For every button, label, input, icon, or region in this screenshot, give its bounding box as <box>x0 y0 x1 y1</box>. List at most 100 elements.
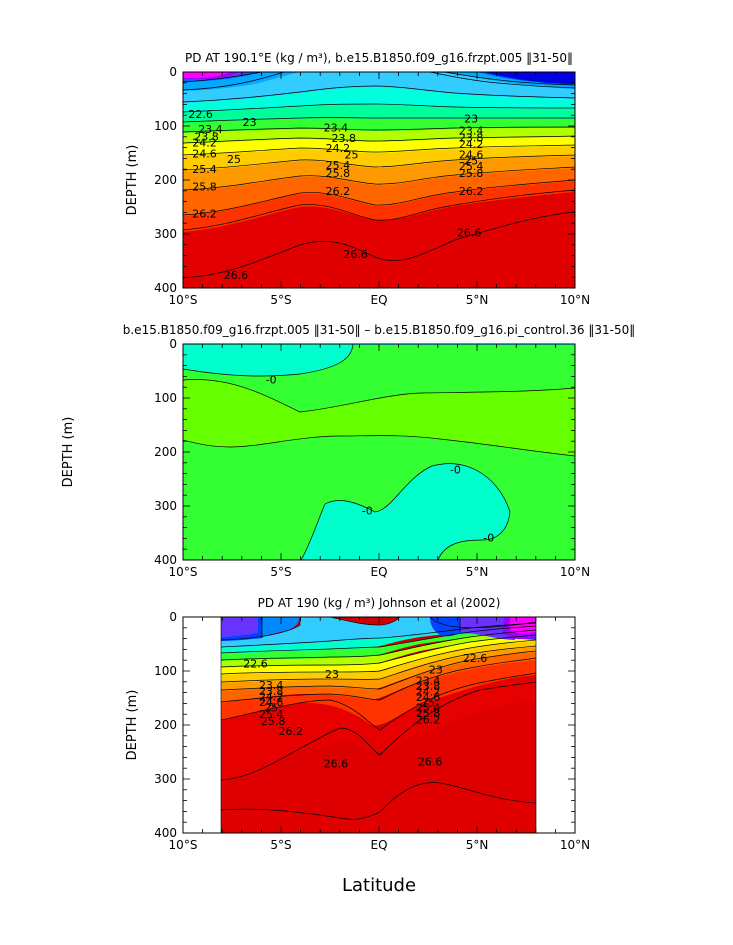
contour-label: 22.6 <box>188 108 213 121</box>
contour-label: 25.8 <box>326 167 351 180</box>
contour-label: 24.2 <box>192 137 217 150</box>
x-tick-label: 10°N <box>560 838 590 852</box>
contour-label: 25.4 <box>259 708 284 721</box>
y-tick-label: 400 <box>154 553 177 567</box>
contour-label: 24.2 <box>459 138 484 151</box>
contour-label: 23.4 <box>259 679 284 692</box>
contour-label: 25 <box>264 702 278 715</box>
contour-label: 22.6 <box>243 657 268 670</box>
y-tick-label: 300 <box>154 772 177 786</box>
contour-label: 24.6 <box>259 696 284 709</box>
contour-label: 26.6 <box>343 248 368 261</box>
contour-label: 25.4 <box>192 163 217 176</box>
contour-label: 26.6 <box>418 756 443 769</box>
panel-1-ylabel: DEPTH (m) <box>125 145 140 216</box>
contour-label: 25.8 <box>261 715 286 728</box>
contour-label: 24.2 <box>259 690 284 703</box>
contour-label: -0 <box>450 463 461 476</box>
contour-label: 26.6 <box>324 757 349 770</box>
y-tick-label: 0 <box>169 610 177 624</box>
x-tick-label: EQ <box>370 293 387 307</box>
y-tick-label: 200 <box>154 173 177 187</box>
contour-label: 23 <box>325 668 339 681</box>
panel-1-axes: 10°S 5°S EQ 5°N 10°N 0 100 200 300 400 <box>154 65 590 307</box>
x-tick-label: EQ <box>370 565 387 579</box>
contour-label: 23 <box>429 663 443 676</box>
y-tick-label: 100 <box>154 664 177 678</box>
contour-label: 23.8 <box>194 130 219 143</box>
contour-label: 25 <box>421 696 435 709</box>
y-tick-label: 200 <box>154 445 177 459</box>
x-tick-label: 10°N <box>560 565 590 579</box>
contour-label: 26.2 <box>326 185 351 198</box>
contour-label: -0 <box>483 531 494 544</box>
panel-1-title: PD AT 190.1°E (kg / m³), b.e15.B1850.f09… <box>185 51 573 65</box>
panel-2-title: b.e15.B1850.f09_g16.frzpt.005 ‖31-50‖ – … <box>123 323 635 337</box>
panel-2-ylabel: DEPTH (m) <box>61 417 76 488</box>
contour-label: 25.4 <box>416 702 441 715</box>
contour-label: 23.8 <box>331 132 356 145</box>
contour-label: 23.4 <box>416 675 441 688</box>
contour-label: 26.2 <box>459 185 484 198</box>
y-tick-label: 400 <box>154 826 177 840</box>
contour-label: 23.8 <box>416 680 441 693</box>
contour-label: 24.6 <box>416 691 441 704</box>
x-tick-label: 10°N <box>560 293 590 307</box>
panel-3-contour-labels: 22.623 2322.623.423.824.224.62525.425.826… <box>243 652 487 770</box>
y-tick-label: 100 <box>154 391 177 405</box>
contour-label: 24.2 <box>326 142 351 155</box>
contour-label: 26.6 <box>457 226 482 239</box>
contour-label: 25.8 <box>416 707 441 720</box>
contour-label: 23 <box>464 112 478 125</box>
contour-label: 23.4 <box>324 122 349 135</box>
y-tick-label: 400 <box>154 281 177 295</box>
contour-label: 25 <box>464 155 478 168</box>
panel-1-plot <box>183 72 575 288</box>
y-tick-label: 200 <box>154 718 177 732</box>
contour-label: 25 <box>227 153 241 166</box>
panel-3-axes: 10°S 5°S EQ 5°N 10°N 0 100 200 300 400 <box>154 610 590 852</box>
panel-3-ylabel: DEPTH (m) <box>125 690 140 761</box>
y-tick-label: 300 <box>154 227 177 241</box>
panel-2: b.e15.B1850.f09_g16.frzpt.005 ‖31-50‖ – … <box>61 323 635 579</box>
contour-label: 26.6 <box>224 269 249 282</box>
contour-label: 25.8 <box>459 167 484 180</box>
panel-2-axes: 10°S 5°S EQ 5°N 10°N 0 100 200 300 400 <box>154 337 590 579</box>
x-tick-label: 5°S <box>270 565 291 579</box>
x-tick-label: 10°S <box>169 293 198 307</box>
panel-1: PD AT 190.1°E (kg / m³), b.e15.B1850.f09… <box>125 51 590 307</box>
contour-label: 26.2 <box>416 714 441 727</box>
contour-label: 23.8 <box>259 685 284 698</box>
contour-label: 23.4 <box>198 123 223 136</box>
x-tick-label: EQ <box>370 838 387 852</box>
contour-label: -0 <box>362 504 373 517</box>
panel-2-contour-labels: -0 -0 -0 -0 <box>266 374 495 545</box>
contour-label: 23.4 <box>459 124 484 137</box>
contour-label: 25.4 <box>459 160 484 173</box>
contour-label: 26.2 <box>192 207 217 220</box>
panel-3: PD AT 190 (kg / m³) Johnson et al (2002) <box>125 596 590 852</box>
contour-label: 25 <box>345 149 359 162</box>
x-tick-label: 5°N <box>466 838 489 852</box>
contour-label: 26.2 <box>279 725 304 738</box>
x-axis-label: Latitude <box>342 875 416 896</box>
contour-label: 22.6 <box>463 652 488 665</box>
y-tick-label: 0 <box>169 65 177 79</box>
x-tick-label: 10°S <box>169 565 198 579</box>
x-tick-label: 5°N <box>466 293 489 307</box>
y-tick-label: 300 <box>154 499 177 513</box>
contour-label: 24.6 <box>459 149 484 162</box>
contour-label: 24.6 <box>192 148 217 161</box>
y-tick-label: 0 <box>169 337 177 351</box>
panel-2-plot <box>183 344 575 560</box>
x-tick-label: 5°S <box>270 293 291 307</box>
panel-3-plot <box>221 617 536 833</box>
contour-label: 25.8 <box>192 180 217 193</box>
contour-label: -0 <box>266 374 277 387</box>
contour-label: 24.2 <box>416 686 441 699</box>
x-tick-label: 10°S <box>169 838 198 852</box>
x-tick-label: 5°N <box>466 565 489 579</box>
contour-label: 23.8 <box>459 131 484 144</box>
